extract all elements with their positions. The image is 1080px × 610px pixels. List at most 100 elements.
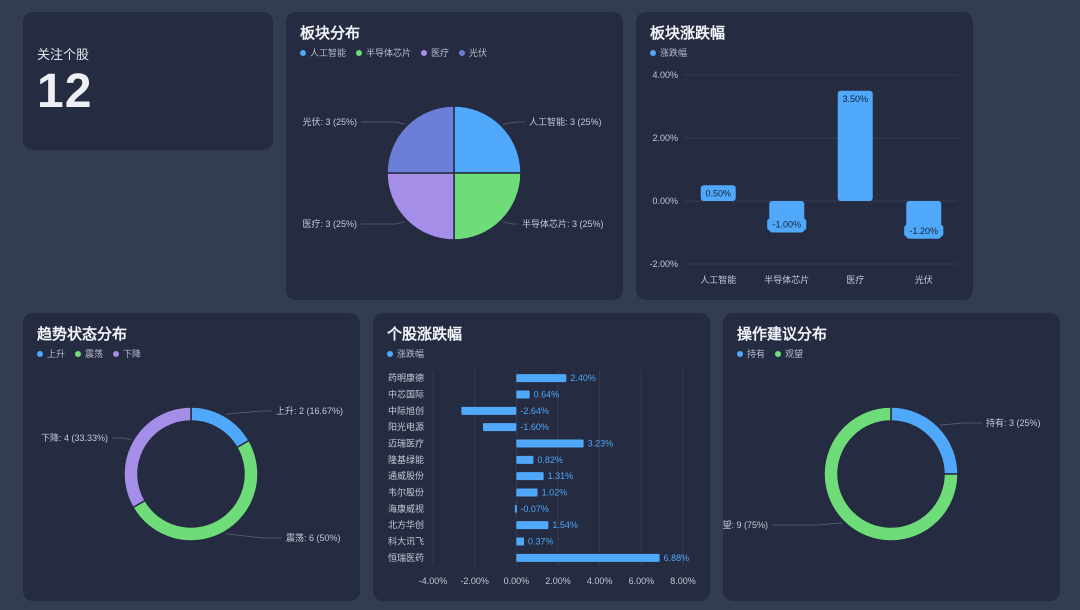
y-tick-label: -2.00% [649,259,678,269]
bar[interactable] [516,374,567,383]
sector-pie-chart: 人工智能: 3 (25%) 半导体芯片: 3 (25%) 医疗: 3 (25%) 光伏… [302,105,604,241]
value-label: 0.50% [705,188,731,198]
label-leader [225,533,282,539]
slice-label: 医疗: 3 (25%) [302,218,357,229]
y-tick-label: 科大讯飞 [388,536,424,547]
legend-dot [37,350,43,357]
slice-label: 上升: 2 (16.67%) [276,406,343,416]
y-tick-label: 恒瑞医药 [388,552,424,563]
bar[interactable] [837,90,873,201]
x-tick-label: 人工智能 [700,274,736,285]
legend-label: 人工智能 [310,48,347,58]
slice-label: 观望: 9 (75%) [723,519,768,530]
value-label-bg [838,92,873,105]
bar[interactable] [516,455,534,464]
legend-label: 持有 [747,349,766,359]
value-label-bg [904,224,944,237]
trend-card: 趋势状态分布 上升 震荡 下降 上升: 2 (16.67%) 震荡: 6 (50%) 下… [23,313,360,601]
x-tick-label: 8.00% [670,576,696,586]
y-tick-label: 韦尔股份 [388,487,424,498]
legend-label: 涨跌幅 [397,349,425,359]
value-label: -1.00% [772,220,801,230]
legend-dot [75,350,82,357]
legend-item[interactable]: 观望 [775,347,803,360]
label-leader [772,522,843,526]
legend-label: 光伏 [469,48,488,58]
sector-pie-card: 板块分布 人工智能 半导体芯片 医疗 光伏 人工智能: 3 (25%) 半导体芯片: 3… [286,12,623,300]
pie-slice[interactable] [453,172,522,241]
bar[interactable] [516,521,549,530]
legend-label: 观望 [785,349,804,359]
x-tick-label: 医疗 [846,274,864,285]
value-label: 0.37% [528,537,554,547]
legend-item[interactable]: 涨跌幅 [387,347,424,360]
legend-label: 涨跌幅 [660,48,688,58]
pie-slice[interactable] [386,172,455,241]
y-tick-label: 4.00% [652,70,678,80]
legend-item[interactable]: 涨跌幅 [650,46,687,59]
legend-label: 震荡 [85,349,104,359]
y-tick-label: 迈瑞医疗 [388,438,424,449]
bar[interactable] [483,423,517,432]
value-label: 2.40% [570,373,596,383]
value-label: 1.02% [542,488,568,498]
kpi-card: 关注个股 12 [23,12,273,150]
x-tick-label: 6.00% [629,576,655,586]
label-leader [361,221,406,225]
legend-dot [775,350,782,357]
label-leader [502,121,525,125]
bar[interactable] [514,504,517,513]
chart-legend: 持有 观望 [737,347,803,360]
legend-dot [300,49,306,56]
legend-item[interactable]: 医疗 [421,46,449,59]
bar[interactable] [516,390,530,399]
card-title: 个股涨跌幅 [387,326,463,343]
slice-label: 光伏: 3 (25%) [302,116,357,127]
slice-label: 人工智能: 3 (25%) [529,116,602,127]
bar[interactable] [516,488,538,497]
legend-item[interactable]: 人工智能 [300,46,346,59]
y-tick-label: 2.00% [652,133,678,143]
value-label: 3.50% [842,94,868,104]
bar[interactable] [516,553,660,562]
x-tick-label: 0.00% [504,576,530,586]
legend-item[interactable]: 上升 [37,347,65,360]
slice-label: 持有: 3 (25%) [986,417,1041,428]
label-leader [939,422,982,426]
x-tick-label: 半导体芯片 [764,274,809,285]
pie-slice[interactable] [453,105,522,174]
legend-item[interactable]: 光伏 [459,46,487,59]
value-label: -1.60% [520,422,549,432]
sector-change-chart: -2.00% 0.00% 2.00% 4.00% 0.50% 人工智能 -1.00% 半导体芯… [649,70,958,285]
pie-slice[interactable] [890,406,959,475]
pie-slice[interactable] [823,406,959,542]
stock-change-card: 个股涨跌幅 涨跌幅 -4.00% -2.00% 0.00% 2.00% 4.00% 6.0… [373,313,710,601]
value-label: -1.20% [909,226,938,236]
value-label: 6.88% [664,553,690,563]
legend-dot [737,350,743,357]
legend-item[interactable]: 持有 [737,347,765,360]
bar[interactable] [516,439,584,448]
legend-item[interactable]: 下降 [113,347,141,360]
kpi-label: 关注个股 [37,47,90,62]
pie-slice[interactable] [386,105,455,174]
bar[interactable] [516,537,525,546]
legend-dot [113,350,120,357]
value-label: 3.23% [588,439,614,449]
card-title: 板块分布 [300,25,361,42]
card-title: 趋势状态分布 [37,326,128,343]
y-tick-label: 中芯国际 [388,389,424,400]
slice-label: 震荡: 6 (50%) [286,532,341,543]
pie-slice[interactable] [131,439,259,542]
pie-slice[interactable] [123,406,192,509]
legend-item[interactable]: 半导体芯片 [356,46,411,59]
legend-label: 下降 [123,349,142,359]
legend-dot [356,49,363,56]
bar[interactable] [516,472,544,481]
legend-item[interactable]: 震荡 [75,347,103,360]
x-tick-label: -4.00% [419,576,448,586]
trend-donut-chart: 上升: 2 (16.67%) 震荡: 6 (50%) 下降: 4 (33.33%) [41,406,343,543]
value-label-bg [767,218,807,231]
legend-label: 上升 [47,349,66,359]
bar[interactable] [461,406,517,415]
